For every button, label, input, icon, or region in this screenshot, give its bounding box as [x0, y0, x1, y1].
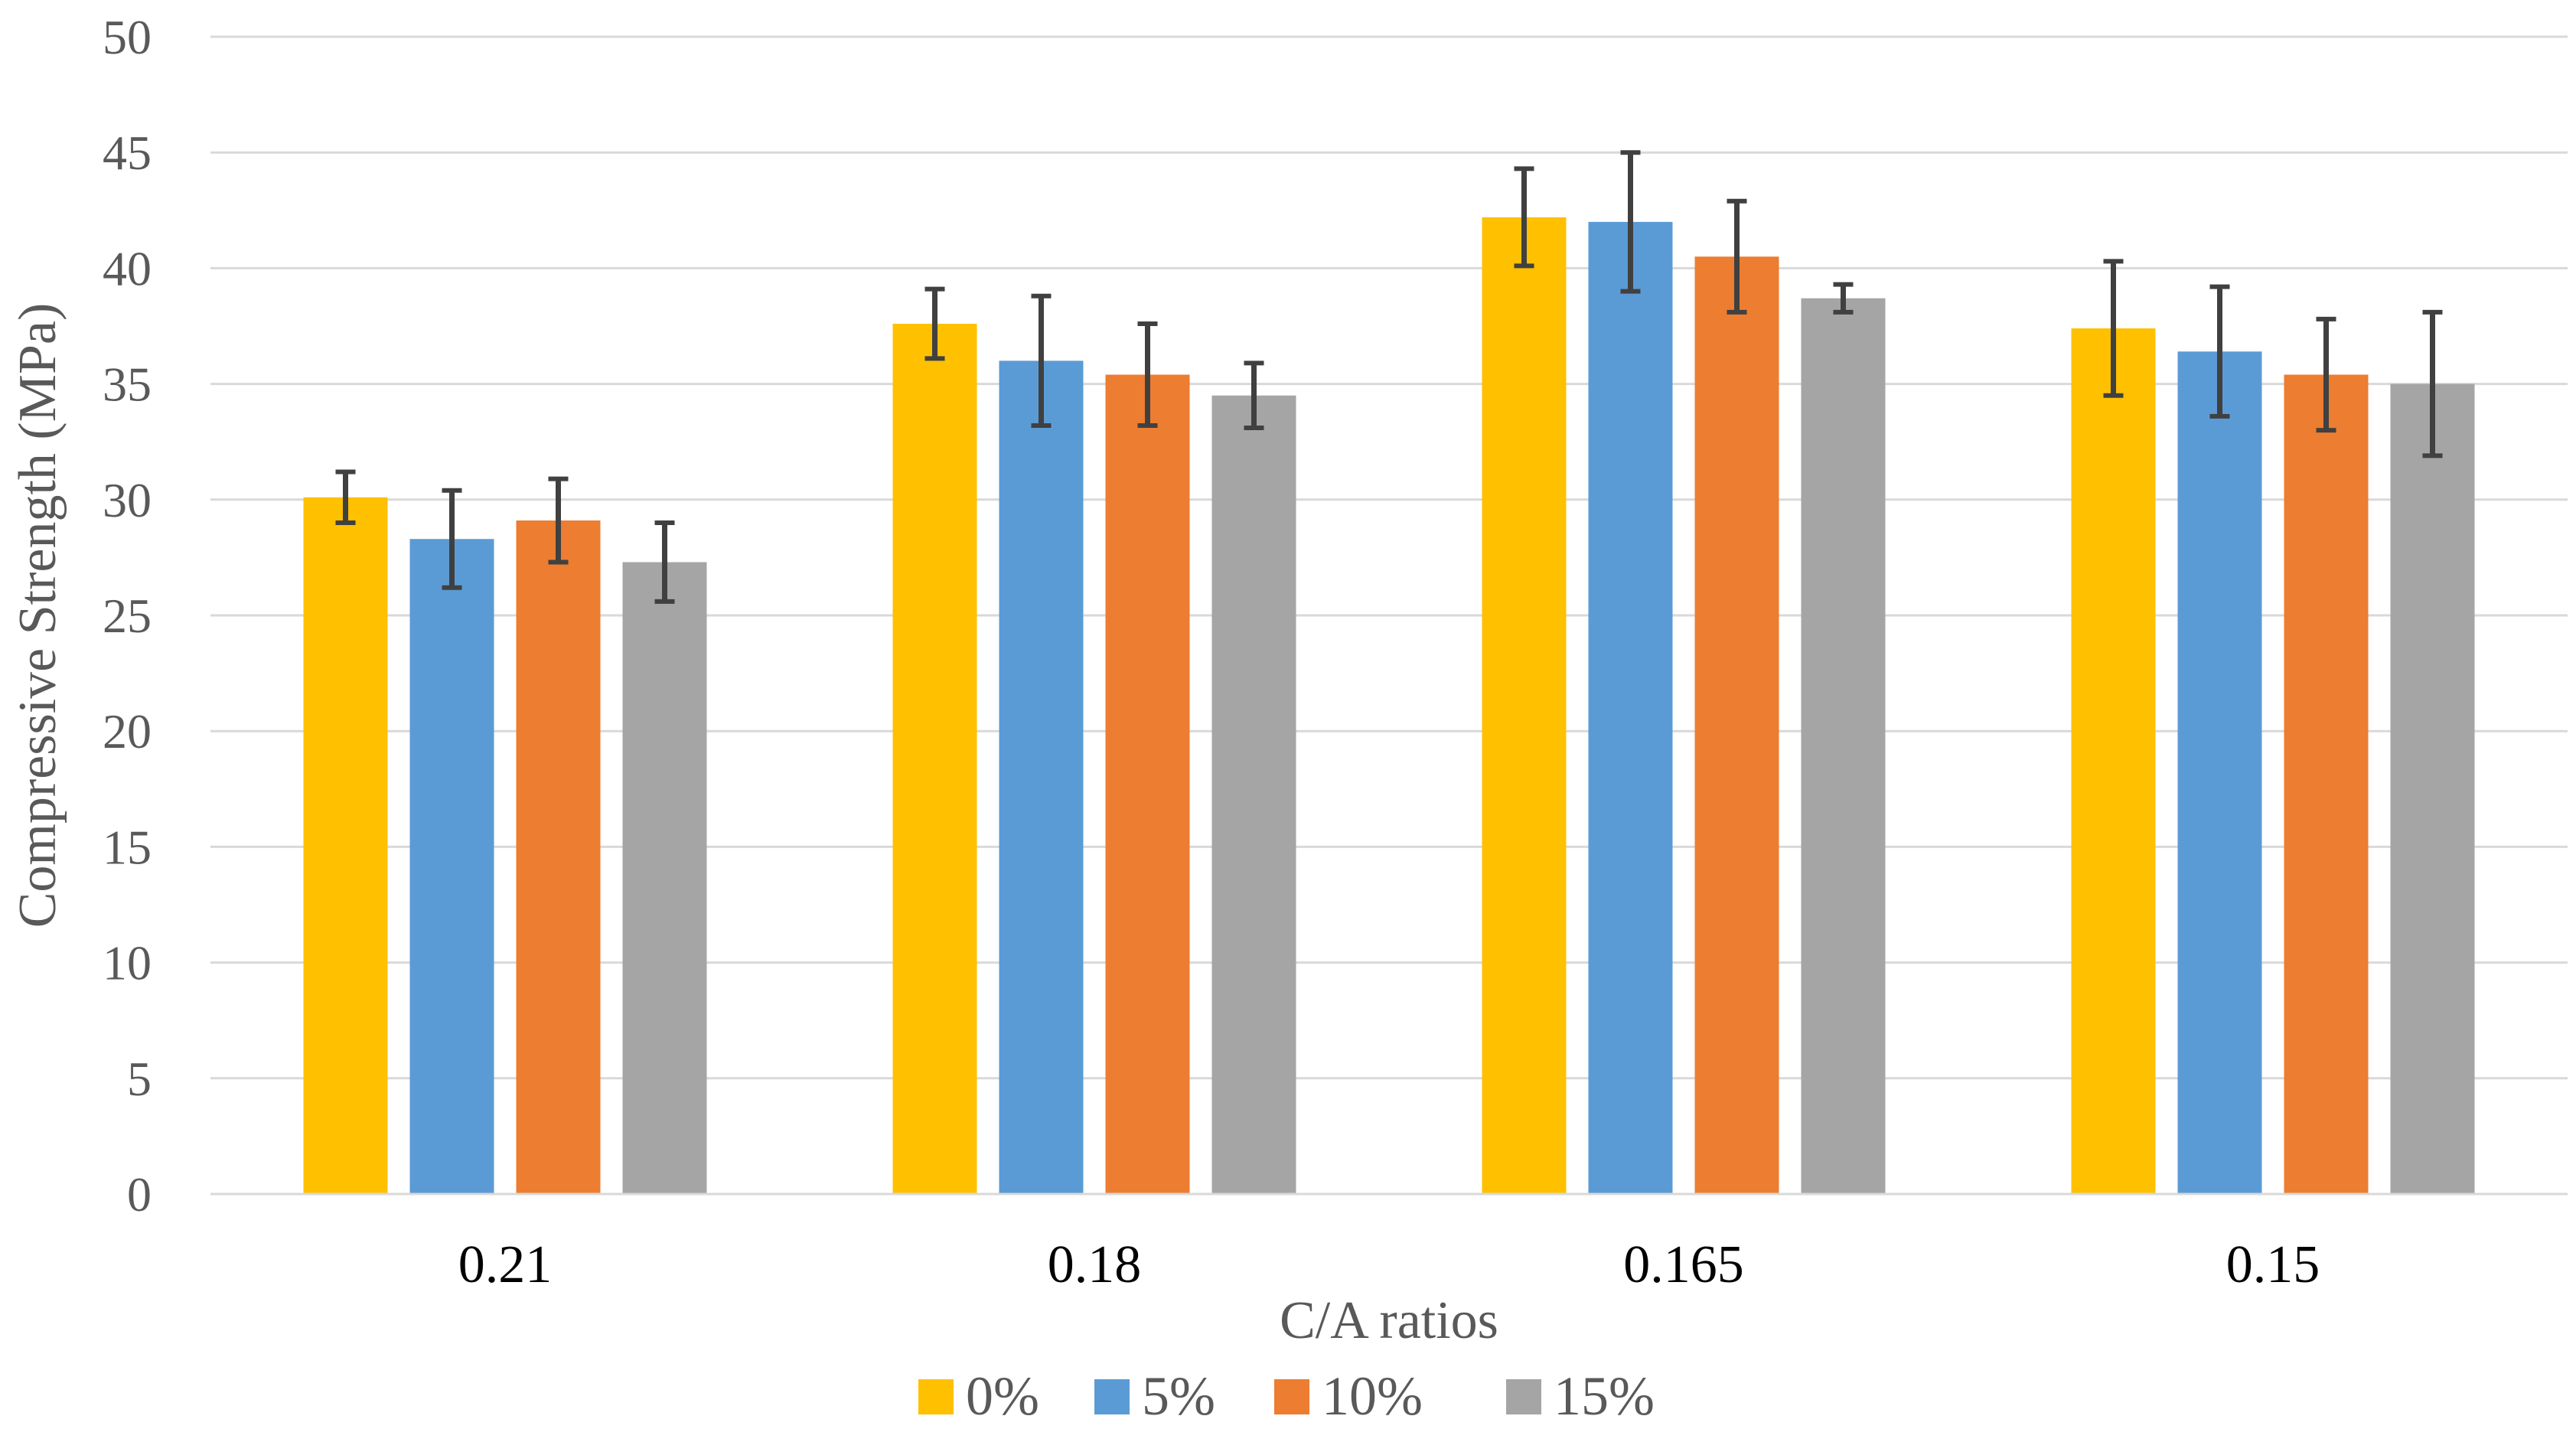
legend-label: 5% — [1142, 1365, 1215, 1425]
legend: 0% 5% 10% 15% — [918, 1365, 1655, 1427]
y-tick-label: 45 — [103, 126, 152, 180]
y-tick-label: 10 — [103, 936, 152, 990]
legend-label: 15% — [1554, 1365, 1655, 1425]
legend-item: 5% — [1094, 1365, 1215, 1427]
legend-label: 0% — [966, 1365, 1039, 1425]
legend-swatch — [1094, 1379, 1130, 1414]
bar — [2177, 351, 2262, 1194]
y-tick-label: 35 — [103, 357, 152, 412]
x-tick-label: 0.165 — [1623, 1235, 1744, 1294]
bar — [409, 539, 494, 1194]
bars — [303, 217, 2475, 1195]
y-tick-label: 0 — [127, 1167, 152, 1222]
bar — [1105, 374, 1190, 1194]
y-tick-label: 5 — [127, 1052, 152, 1106]
bar — [1801, 298, 1886, 1194]
error-bar — [1620, 150, 1641, 294]
bar — [303, 497, 388, 1194]
error-bar — [1244, 361, 1264, 431]
y-tick-label: 20 — [103, 704, 152, 759]
x-tick-label: 0.21 — [458, 1235, 553, 1294]
y-axis-ticks: 0 5 10 15 20 25 30 35 40 45 50 — [103, 10, 152, 1222]
error-bar — [1137, 321, 1158, 429]
error-bar — [2103, 259, 2124, 398]
legend-label: 10% — [1322, 1365, 1423, 1425]
error-bar — [1727, 198, 1747, 315]
x-axis-ticks: 0.21 0.18 0.165 0.15 — [458, 1235, 2320, 1294]
bar — [1211, 395, 1296, 1194]
x-tick-label: 0.18 — [1048, 1235, 1142, 1294]
legend-item: 0% — [918, 1365, 1039, 1427]
error-bar — [335, 469, 356, 526]
gridlines — [210, 35, 2568, 1080]
error-bar — [442, 488, 462, 590]
bar — [2071, 328, 2156, 1195]
error-bar — [1833, 282, 1854, 315]
x-tick-label: 0.15 — [2226, 1235, 2320, 1294]
legend-item: 15% — [1506, 1365, 1655, 1427]
error-bar — [654, 520, 675, 604]
legend-item: 10% — [1274, 1365, 1423, 1427]
bar — [2390, 383, 2475, 1195]
y-tick-label: 15 — [103, 820, 152, 874]
error-bar — [548, 476, 569, 565]
legend-swatch — [1506, 1379, 1541, 1414]
y-axis-title: Compressive Strength (MPa) — [8, 303, 67, 928]
y-tick-label: 30 — [103, 473, 152, 527]
y-tick-label: 25 — [103, 589, 152, 643]
error-bar — [2422, 309, 2443, 458]
error-bar — [924, 286, 945, 361]
legend-swatch — [1274, 1379, 1309, 1414]
error-bar — [2209, 284, 2230, 419]
bar — [999, 361, 1084, 1194]
legend-swatch — [918, 1379, 954, 1414]
bar — [2284, 374, 2369, 1194]
x-axis-title: C/A ratios — [1280, 1291, 1498, 1350]
bar — [516, 520, 601, 1194]
bar — [1482, 217, 1567, 1194]
error-bar — [1031, 293, 1052, 429]
bar — [1694, 256, 1779, 1194]
y-tick-label: 50 — [103, 10, 152, 64]
error-bar — [1514, 166, 1534, 269]
y-tick-label: 40 — [103, 241, 152, 295]
bar — [1588, 221, 1673, 1194]
bar — [892, 323, 977, 1194]
error-bars — [335, 150, 2443, 604]
bar — [622, 562, 707, 1194]
error-bar — [2316, 316, 2336, 433]
